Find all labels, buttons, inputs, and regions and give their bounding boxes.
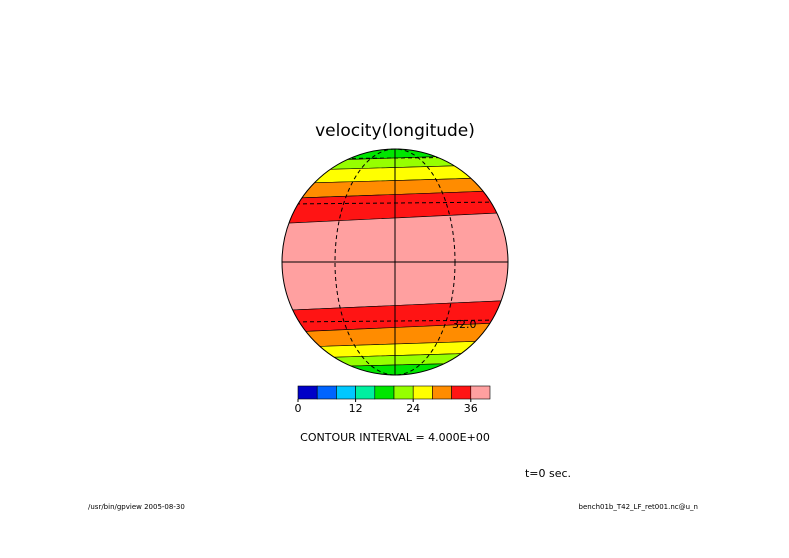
colorbar-box [432,385,452,400]
footer-right: bench01b_T42_LF_ret001.nc@u_n [579,503,698,511]
contour-label: 32.0 [452,318,477,331]
colorbar-box [470,385,491,400]
colorbar-box [297,385,318,400]
globe-outline [281,148,509,376]
colorbar-box [355,385,376,400]
chart-title: velocity(longitude) [315,121,475,141]
parallel [282,201,508,205]
colorbar-tick-label: 12 [349,402,363,415]
colorbar: 0 12 24 36 [295,385,491,415]
colorbar-box [451,385,472,400]
colorbar-tick-label: 36 [464,402,478,415]
footer-left: /usr/bin/gpview 2005-08-30 [88,503,185,511]
colorbar-box [374,385,395,400]
contour-interval: CONTOUR INTERVAL = 4.000E+00 [300,431,490,444]
time-label: t=0 sec. [525,467,571,480]
colorbar-tick-label: 24 [406,402,420,415]
parallel [282,319,508,323]
colorbar-box [393,385,414,400]
colorbar-box [336,385,356,400]
colorbar-tick-label: 0 [295,402,302,415]
colorbar-box [316,385,337,400]
colorbar-box [412,385,433,400]
